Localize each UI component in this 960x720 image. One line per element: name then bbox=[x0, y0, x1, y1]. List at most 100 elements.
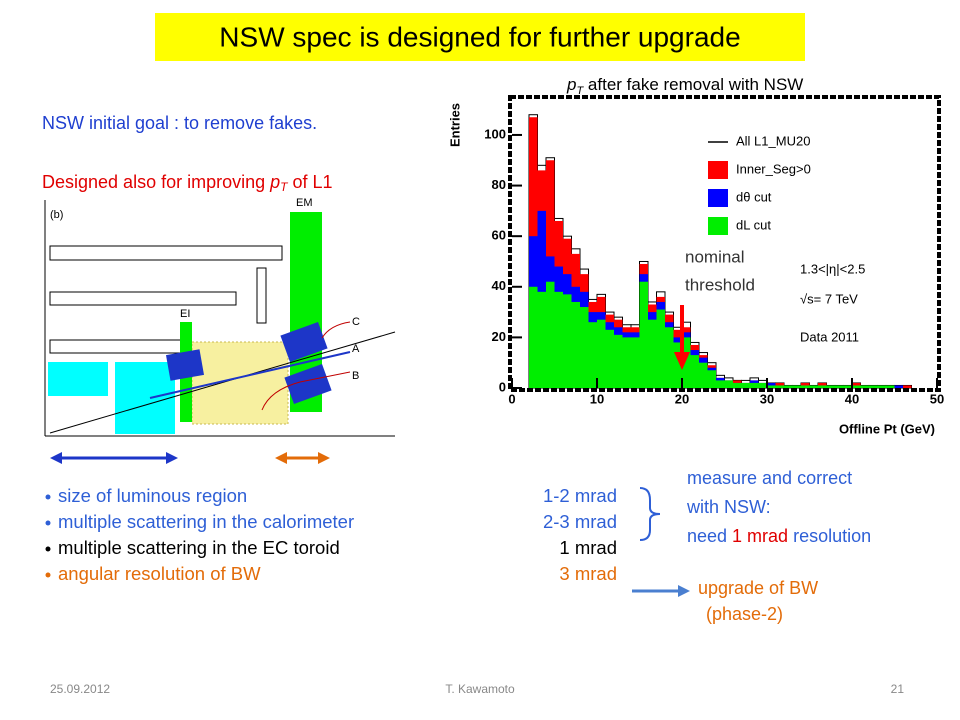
legend-label: dθ cut bbox=[736, 189, 772, 204]
x-tick-label: 10 bbox=[590, 391, 604, 406]
text-part: need bbox=[687, 526, 732, 546]
histogram-bar bbox=[597, 319, 606, 388]
histogram-bar bbox=[869, 385, 878, 388]
histogram-bar bbox=[877, 385, 886, 388]
measure-line: need 1 mrad resolution bbox=[687, 526, 871, 546]
plot-frame bbox=[508, 95, 941, 392]
annotation: √s= 7 TeV bbox=[800, 291, 858, 306]
histogram-bar bbox=[546, 281, 555, 388]
histogram-bar bbox=[707, 370, 716, 388]
histogram-bar bbox=[529, 286, 538, 388]
histogram-bar bbox=[843, 385, 852, 388]
histogram-bar bbox=[894, 385, 903, 388]
histogram-bar bbox=[571, 301, 580, 388]
subscript: T bbox=[576, 85, 584, 97]
legend-swatch bbox=[708, 189, 728, 207]
legend-label: All L1_MU20 bbox=[736, 133, 810, 148]
histogram-bar bbox=[767, 385, 776, 388]
histogram-bar bbox=[767, 382, 776, 388]
contribution-value: 3 mrad bbox=[559, 563, 617, 584]
track bbox=[321, 321, 351, 339]
track bbox=[149, 351, 351, 399]
designed-text: Designed also for improving pT of L1 bbox=[42, 172, 333, 194]
arrow-head bbox=[674, 352, 690, 370]
contribution-text: multiple scattering in the EC toroid bbox=[58, 537, 340, 558]
measure-line: with NSW: bbox=[686, 497, 771, 517]
histogram-bar bbox=[750, 382, 759, 388]
histogram-bar bbox=[733, 382, 742, 388]
histogram-bar bbox=[605, 329, 614, 388]
histogram-bar bbox=[724, 380, 733, 388]
histogram-bar bbox=[588, 322, 597, 388]
diagram-label: EI bbox=[180, 308, 190, 320]
y-tick-label: 80 bbox=[492, 177, 506, 192]
bullet bbox=[45, 494, 51, 500]
threshold-label: nominal bbox=[685, 247, 745, 266]
legend-swatch bbox=[708, 161, 728, 179]
bracket bbox=[639, 487, 661, 541]
chamber-box bbox=[166, 349, 204, 381]
track bbox=[49, 331, 396, 434]
upgrade-line: upgrade of BW bbox=[698, 578, 818, 598]
histogram-bar bbox=[690, 355, 699, 388]
x-axis-label: Offline Pt (GeV) bbox=[839, 421, 935, 436]
detector-diagram bbox=[44, 200, 396, 437]
histogram-bar bbox=[784, 385, 793, 388]
histogram-bar bbox=[903, 385, 912, 388]
text-part: p bbox=[269, 172, 280, 192]
histogram-bar bbox=[716, 380, 725, 388]
histogram-bar bbox=[656, 309, 665, 388]
histogram-bar bbox=[580, 307, 589, 388]
slide-title: NSW spec is designed for further upgrade bbox=[219, 21, 740, 52]
footer-page: 21 bbox=[891, 682, 905, 696]
text-part: Designed also for improving bbox=[42, 172, 270, 192]
title-box bbox=[155, 13, 805, 61]
histogram-bar bbox=[699, 362, 708, 388]
chamber bbox=[49, 291, 237, 306]
threshold-label: threshold bbox=[685, 275, 755, 294]
diagram-label: B bbox=[352, 370, 359, 382]
contribution-value: 1-2 mrad bbox=[543, 485, 617, 506]
arrow-head bbox=[275, 452, 330, 464]
histogram-bar bbox=[622, 337, 631, 388]
histogram-bar bbox=[801, 382, 810, 388]
x-tick-label: 0 bbox=[508, 391, 515, 406]
x-tick-label: 40 bbox=[845, 391, 859, 406]
chart-title: pT after fake removal with NSW bbox=[566, 75, 803, 96]
x-tick-label: 20 bbox=[675, 391, 689, 406]
contribution-text: angular resolution of BW bbox=[58, 563, 261, 584]
diagram-label: (b) bbox=[50, 209, 63, 221]
annotation: Data 2011 bbox=[800, 329, 859, 344]
histogram-bar bbox=[860, 385, 869, 388]
text-part: of L1 bbox=[287, 172, 332, 192]
footer-author: T. Kawamoto bbox=[445, 682, 515, 696]
histogram-bar bbox=[648, 319, 657, 388]
chamber bbox=[49, 245, 283, 261]
footer-date: 25.09.2012 bbox=[50, 682, 110, 696]
legend-swatch bbox=[708, 217, 728, 235]
title-part: after fake removal with NSW bbox=[583, 75, 803, 94]
histogram-bar bbox=[631, 337, 640, 388]
title-part: p bbox=[566, 75, 576, 94]
contribution-text: multiple scattering in the calorimeter bbox=[58, 511, 354, 532]
histogram-bar bbox=[614, 334, 623, 388]
calorimeter bbox=[115, 362, 175, 434]
y-tick-label: 0 bbox=[499, 379, 506, 394]
histogram: pT after fake removal with NSW 0 10 20 30 40 5… bbox=[447, 75, 944, 436]
y-tick-label: 100 bbox=[484, 126, 506, 141]
goal-text: NSW initial goal : to remove fakes. bbox=[42, 113, 317, 133]
histogram-bar bbox=[554, 291, 563, 388]
diagram-label: EM bbox=[296, 197, 313, 209]
x-tick-label: 50 bbox=[930, 391, 944, 406]
histogram-bar bbox=[673, 342, 682, 388]
histogram-bar bbox=[886, 385, 895, 388]
histogram-bar bbox=[682, 337, 691, 388]
histogram-bar bbox=[835, 385, 844, 388]
bullet bbox=[45, 546, 51, 552]
histogram-bar bbox=[801, 385, 810, 388]
histogram-bar bbox=[537, 291, 546, 388]
chamber bbox=[49, 339, 191, 354]
contribution-value: 2-3 mrad bbox=[543, 511, 617, 532]
histogram-bar bbox=[775, 382, 784, 388]
histogram-bar bbox=[563, 294, 572, 388]
